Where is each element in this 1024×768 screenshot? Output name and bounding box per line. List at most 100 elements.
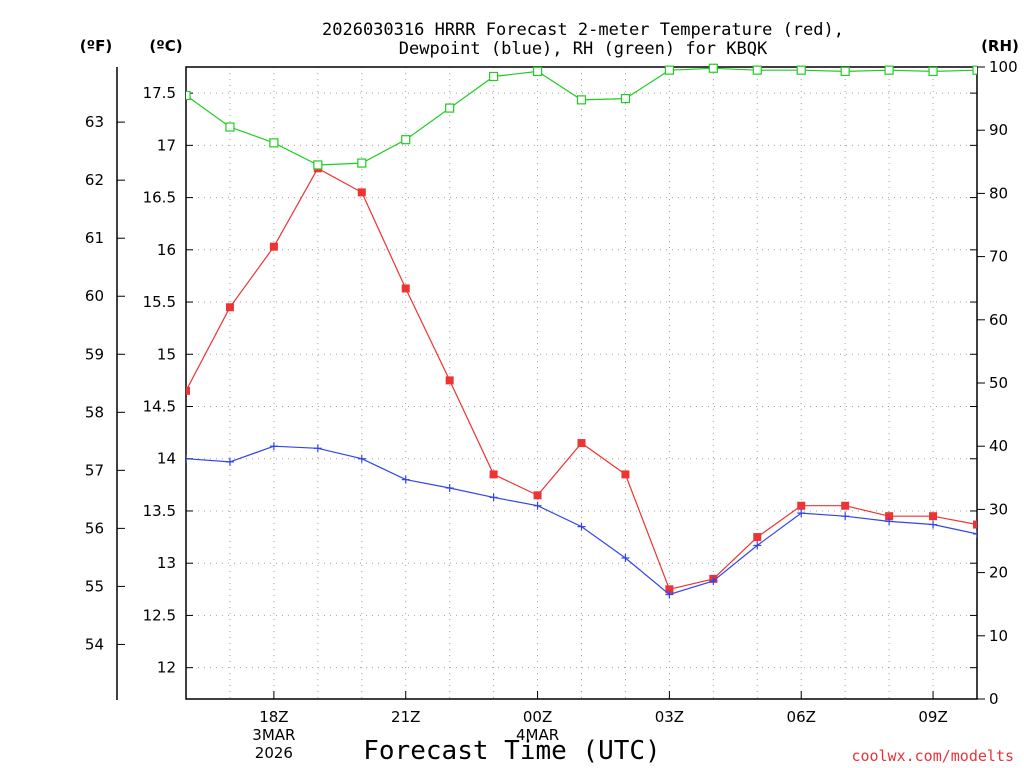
x-tick-label: 4MAR (516, 726, 559, 744)
temperature-point (885, 512, 894, 521)
temperature-point (753, 533, 762, 542)
celsius-tick-label: 12.5 (143, 606, 176, 624)
celsius-tick-label: 14.5 (143, 398, 176, 416)
rh-point (225, 122, 235, 132)
plot-frame (185, 66, 978, 700)
series-line-rh (186, 67, 977, 166)
rh-point (269, 138, 279, 148)
chart-subtitle: Dewpoint (blue), RH (green) for KBQK (399, 39, 768, 59)
rh-unit-label: (RH) (981, 37, 1019, 55)
dewpoint-point (186, 454, 190, 463)
temperature-point (489, 470, 498, 479)
x-tick-label: 03Z (655, 708, 684, 726)
dewpoint-point (841, 512, 850, 521)
rh-tick-label: 50 (989, 374, 1008, 392)
series-line-dewpoint (186, 445, 977, 596)
rh-tick-label: 60 (989, 311, 1008, 329)
dewpoint-point (797, 509, 806, 518)
rh-tick-label: 70 (989, 248, 1008, 266)
fahrenheit-tick-label: 57 (85, 461, 104, 479)
dewpoint-point (753, 541, 762, 550)
celsius-tick-label: 16 (157, 241, 176, 259)
rh-tick-label: 20 (989, 564, 1008, 582)
rh-point (708, 63, 718, 73)
rh-point (840, 66, 850, 77)
dewpoint-point (225, 457, 234, 466)
rh-point (401, 135, 411, 145)
fahrenheit-tick-label: 59 (85, 345, 104, 363)
celsius-tick-label: 12 (157, 659, 176, 677)
temperature-point (401, 284, 410, 293)
rh-point (186, 90, 191, 101)
temperature-point (357, 188, 366, 197)
temperature-point (929, 512, 938, 521)
x-axis-label: Forecast Time (UTC) (363, 736, 660, 766)
dewpoint-point (621, 553, 630, 562)
x-tick-label: 18Z (259, 708, 288, 726)
x-tick-label: 00Z (523, 708, 552, 726)
temperature-point (665, 585, 674, 594)
grid-layer (186, 67, 977, 699)
fahrenheit-tick-label: 61 (85, 229, 104, 247)
temperature-point (973, 520, 977, 529)
celsius-tick-label: 14 (157, 450, 176, 468)
dewpoint-point (665, 590, 674, 599)
rh-point (620, 93, 631, 104)
temperature-point (797, 501, 806, 510)
rh-point (884, 65, 894, 75)
temperature-point (269, 242, 278, 251)
dewpoint-point (489, 493, 498, 502)
dewpoint-point (929, 520, 938, 529)
temperature-point (533, 491, 542, 500)
x-tick-label: 21Z (391, 708, 420, 726)
fahrenheit-tick-label: 60 (85, 287, 104, 305)
temperature-point (186, 386, 190, 395)
temperature-point (841, 501, 850, 510)
celsius-unit-label: (ºC) (149, 37, 182, 55)
rh-point (928, 66, 938, 77)
axes-layer: 12 12.5 13 13.5 14 14.5 15 15.5 16 16.5 17 17.5 54 55… (85, 58, 1018, 762)
rh-point (357, 158, 367, 168)
fahrenheit-tick-label: 58 (85, 403, 104, 421)
temperature-point (445, 376, 454, 385)
fahrenheit-tick-label: 55 (85, 577, 104, 595)
dewpoint-point (269, 442, 278, 451)
rh-point (796, 65, 806, 75)
dewpoint-point (885, 517, 894, 526)
celsius-tick-label: 15 (157, 345, 176, 363)
series-layer (186, 63, 977, 599)
dewpoint-point (533, 501, 542, 510)
rh-point (664, 65, 674, 75)
celsius-tick-label: 17.5 (143, 84, 176, 102)
celsius-tick-label: 13 (157, 554, 176, 572)
rh-tick-label: 40 (989, 437, 1008, 455)
fahrenheit-tick-label: 54 (85, 635, 104, 653)
celsius-tick-label: 15.5 (143, 293, 176, 311)
rh-tick-label: 10 (989, 627, 1008, 645)
rh-tick-label: 30 (989, 500, 1008, 518)
temperature-point (621, 470, 630, 479)
rh-point (972, 65, 977, 75)
x-tick-label: 06Z (787, 708, 816, 726)
rh-point (489, 71, 499, 82)
dewpoint-point (973, 529, 977, 538)
dewpoint-point (401, 475, 410, 484)
x-tick-label: 09Z (918, 708, 947, 726)
celsius-tick-label: 16.5 (143, 189, 176, 207)
rh-point (752, 65, 762, 75)
temperature-point (577, 439, 586, 448)
celsius-tick-label: 17 (157, 136, 176, 154)
dewpoint-point (357, 454, 366, 463)
rh-point (313, 160, 323, 170)
rh-tick-label: 80 (989, 184, 1008, 202)
fahrenheit-tick-label: 62 (85, 171, 104, 189)
celsius-tick-label: 13.5 (143, 502, 176, 520)
rh-point (445, 103, 455, 113)
chart-title: 2026030316 HRRR Forecast 2-meter Tempera… (322, 20, 844, 40)
rh-tick-label: 100 (989, 58, 1018, 76)
rh-tick-label: 0 (989, 690, 999, 708)
credit-text: coolwx.com/modelts (851, 747, 1014, 765)
temperature-point (225, 303, 234, 312)
series-group (186, 63, 977, 599)
